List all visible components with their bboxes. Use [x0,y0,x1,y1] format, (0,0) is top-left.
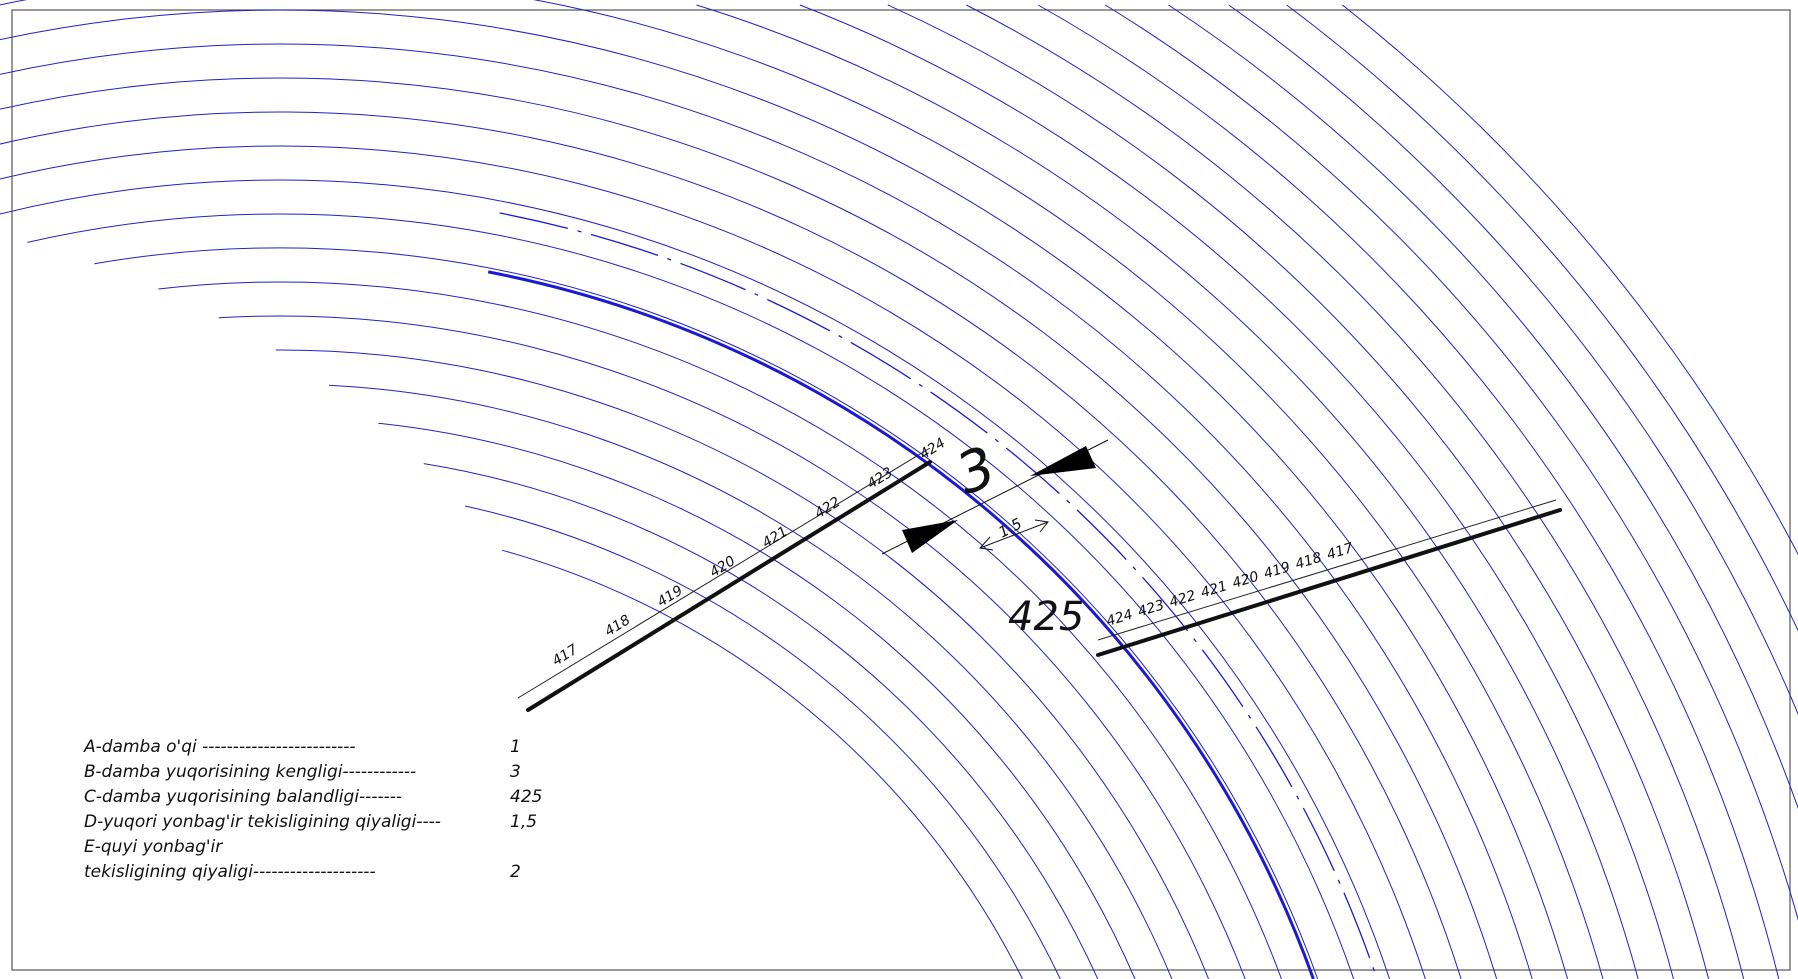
crest-dimension: 3 1.5 425 [881,434,1109,640]
legend-row-text: C-damba yuqorisining balandligi------- [84,787,402,807]
legend-row-text: tekisligining qiyaligi------------------… [84,862,376,882]
contour-line [1228,4,1798,716]
right-elevation-label: 417 [1325,540,1355,563]
contour-line [464,505,1061,979]
slope-arrow-left [979,536,994,551]
dimension-arrow-right [1030,446,1096,476]
contour-line [1342,4,1798,556]
legend-row-text: E-quyi yonbag'ir [84,837,223,857]
left-elevation-label: 421 [760,524,791,552]
contour-line [378,422,1136,979]
left-elevation-label: 419 [655,583,686,611]
contour-line [423,463,1099,979]
contour-line [0,43,1533,979]
contour-line [887,4,1710,979]
contour-line [1105,4,1798,921]
contour-line [696,4,1639,979]
left-section-thin-line [517,447,931,699]
left-elevation-label: 418 [602,612,633,640]
legend-row-value: 2 [510,862,521,882]
contour-line [0,111,1462,979]
contour-line [0,145,1426,979]
contour-line [218,315,1246,979]
legend-row-value: 425 [510,787,542,807]
contour-line [328,384,1173,979]
contour-line [0,9,1569,979]
legend-row-value: 3 [510,762,521,782]
right-elevation-label: 422 [1167,588,1197,611]
upstream-crest-edge [487,270,1315,979]
contour-line [275,349,1210,979]
crest-width-label: 3 [948,434,1004,507]
crest-elevation-label: 425 [1008,594,1084,640]
drawing-frame [11,9,1791,971]
right-elevation-label: 424 [1104,607,1134,630]
contour-line [94,247,1319,979]
contour-line [1286,4,1798,632]
right-section-thin-line [1097,499,1557,641]
right-elevation-label: 418 [1293,550,1323,573]
right-elevation-label: 420 [1230,569,1260,592]
contour-line [158,281,1282,979]
slope-arrow-right [1034,519,1049,533]
left-section-thick-line [526,460,932,712]
contour-line [0,179,1391,979]
contour-line [799,4,1674,979]
legend-row-text: B-damba yuqorisining kengligi-----------… [84,762,416,782]
cross-section-lines [517,447,1562,712]
contour-line [1037,4,1780,979]
legend: A-damba o'qi ------------------------- 1 B… [83,737,542,882]
left-elevation-label: 420 [707,553,738,581]
dam-axis-line [499,212,1378,979]
contour-line [1168,4,1798,810]
right-elevation-label: 419 [1262,559,1292,582]
right-elevation-labels: 424 423 422 421 420 419 418 417 [1104,540,1355,630]
right-section-thick-line [1096,508,1562,657]
right-elevation-label: 423 [1136,597,1166,620]
contour-line [501,549,1023,979]
contour-line [27,213,1355,979]
contour-line [966,4,1745,979]
right-elevation-label: 421 [1199,578,1229,601]
contour-line [0,0,1604,979]
legend-row-text: A-damba o'qi ------------------------- [83,737,356,757]
legend-row-value: 1,5 [510,812,537,832]
slope-dimension-line [979,521,1049,549]
contour-line [0,77,1498,979]
left-elevation-label: 417 [550,642,581,670]
legend-row-value: 1 [510,737,521,757]
dimension-arrow-left [902,520,958,553]
legend-row-text: D-yuqori yonbag'ir tekisligining qiyalig… [84,812,441,832]
